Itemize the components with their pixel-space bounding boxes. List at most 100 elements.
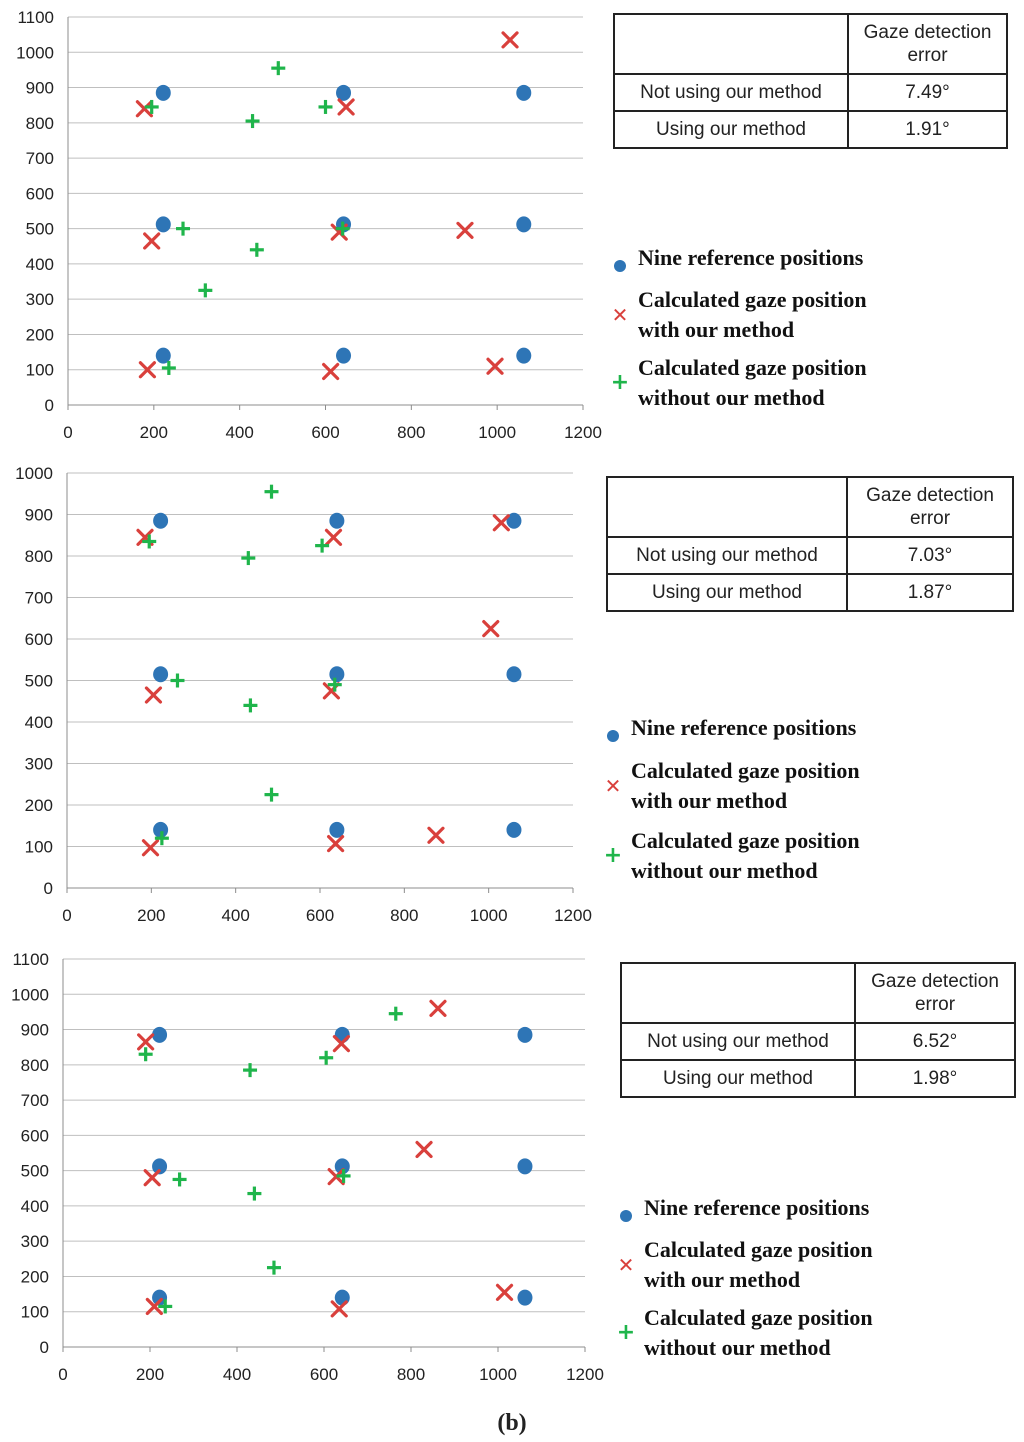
- reference-point: [152, 1026, 168, 1043]
- row-label: Not using our method: [620, 1022, 856, 1061]
- gaze-without-method-point: [249, 242, 264, 257]
- y-tick-label: 600: [21, 1126, 49, 1145]
- y-tick-label: 800: [25, 547, 53, 566]
- y-tick-label: 500: [21, 1162, 49, 1181]
- reference-point: [152, 1289, 168, 1306]
- y-tick-label: 100: [26, 361, 54, 380]
- x-tick-label: 400: [221, 906, 249, 925]
- gaze-with-method-point: [145, 1297, 163, 1316]
- y-tick-label: 0: [44, 879, 53, 898]
- gaze-without-method-point: [170, 673, 185, 688]
- gaze-without-method-point: [388, 1006, 403, 1021]
- figure-caption: (b): [497, 1410, 527, 1436]
- error-table-3: Gaze detection error Not using our metho…: [620, 962, 1016, 1098]
- y-tick-label: 200: [25, 796, 53, 815]
- reference-point: [153, 666, 169, 683]
- table-header: Gaze detection error: [846, 476, 1014, 538]
- row-label: Not using our method: [606, 536, 848, 575]
- x-tick-label: 1200: [566, 1365, 604, 1384]
- gaze-with-method-point: [144, 686, 163, 704]
- gaze-with-method-point: [427, 826, 445, 844]
- gaze-without-method-point: [243, 1063, 258, 1078]
- y-tick-label: 400: [26, 255, 54, 274]
- error-table-2: Gaze detection error Not using our metho…: [606, 476, 1014, 612]
- x-tick-label: 0: [62, 906, 71, 925]
- reference-point: [516, 347, 532, 364]
- x-tick-label: 0: [58, 1365, 67, 1384]
- y-tick-label: 1100: [12, 950, 49, 969]
- y-tick-label: 500: [25, 672, 53, 691]
- gaze-with-method-point: [482, 620, 500, 638]
- reference-point: [329, 512, 345, 529]
- gaze-with-method-point: [429, 999, 447, 1017]
- y-tick-label: 700: [25, 589, 53, 608]
- reference-point: [506, 666, 522, 683]
- y-tick-label: 400: [21, 1197, 49, 1216]
- table-corner: [620, 962, 856, 1024]
- y-tick-label: 500: [26, 220, 54, 239]
- x-tick-label: 1200: [554, 906, 592, 925]
- row-value: 6.52°: [854, 1022, 1016, 1061]
- gaze-without-method-point: [266, 1260, 281, 1275]
- gaze-without-method-point: [144, 99, 159, 114]
- gaze-without-method-point: [241, 551, 256, 566]
- gaze-without-method-point: [264, 787, 279, 802]
- y-tick-label: 900: [25, 506, 53, 525]
- chart-panel-2: 0 100 200 300 400 500 600 700 800 900 1000 0 200 400 6…: [15, 464, 1014, 925]
- y-tick-label: 1000: [15, 464, 53, 483]
- reference-point: [152, 1158, 168, 1175]
- plus-icon: +: [603, 843, 623, 868]
- gaze-without-method-point: [172, 1172, 187, 1187]
- gaze-without-method-point: [158, 1299, 173, 1314]
- y-tick-label: 300: [26, 290, 54, 309]
- chart-panel-1: 0 100 200 300 400 500 600 700 800 900 1000 1100 0 200…: [0, 0, 1024, 455]
- x-mark-icon: ✕: [604, 774, 622, 798]
- reference-point: [334, 1158, 350, 1175]
- reference-point: [336, 84, 352, 101]
- gaze-with-method-point: [456, 221, 474, 239]
- y-tick-label: 1100: [17, 8, 54, 27]
- y-tick-label: 1000: [16, 43, 54, 62]
- y-tick-label: 200: [26, 325, 54, 344]
- gaze-without-method-point: [335, 221, 350, 236]
- gaze-without-method-point: [315, 538, 330, 553]
- x-tick-label: 0: [63, 423, 72, 442]
- gaze-without-method-point: [142, 534, 157, 549]
- gaze-without-method-point: [319, 1050, 334, 1065]
- row-label: Using our method: [613, 110, 849, 149]
- gaze-with-method-point: [327, 1168, 345, 1186]
- reference-point: [334, 1289, 350, 1306]
- y-tick-label: 300: [21, 1232, 49, 1251]
- gaze-with-method-point: [337, 98, 355, 116]
- reference-point: [155, 84, 171, 101]
- gaze-without-method-point: [198, 283, 213, 298]
- row-value: 7.49°: [847, 73, 1008, 112]
- reference-point: [336, 347, 352, 364]
- x-tick-label: 1000: [478, 423, 516, 442]
- y-tick-label: 800: [26, 114, 54, 133]
- gaze-without-method-point: [271, 61, 286, 76]
- gaze-without-method-point: [138, 1047, 153, 1062]
- reference-point: [329, 821, 345, 838]
- row-value: 7.03°: [846, 536, 1014, 575]
- table-header: Gaze detection error: [854, 962, 1016, 1024]
- reference-point: [155, 347, 171, 364]
- x-tick-label: 1000: [479, 1365, 517, 1384]
- row-value: 1.87°: [846, 573, 1014, 612]
- gaze-without-method-point: [336, 1168, 351, 1183]
- y-tick-label: 100: [21, 1303, 49, 1322]
- reference-point: [516, 216, 532, 233]
- gaze-with-method-point: [138, 361, 156, 379]
- gaze-with-method-point: [501, 31, 519, 49]
- dot-icon: [620, 1210, 632, 1222]
- row-label: Using our method: [620, 1059, 856, 1098]
- gaze-without-method-point: [161, 360, 176, 375]
- gaze-with-method-point: [492, 514, 510, 532]
- reference-point: [517, 1289, 533, 1306]
- x-tick-label: 800: [390, 906, 418, 925]
- table-header: Gaze detection error: [847, 13, 1008, 75]
- gaze-without-method-point: [318, 99, 333, 114]
- x-tick-label: 200: [136, 1365, 164, 1384]
- x-mark-icon: ✕: [617, 1253, 635, 1277]
- row-value: 1.98°: [854, 1059, 1016, 1098]
